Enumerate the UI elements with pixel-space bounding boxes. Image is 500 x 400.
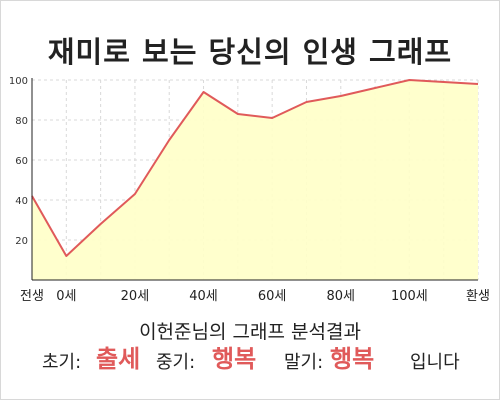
- late-label: 말기:: [284, 352, 324, 373]
- summary-suffix: 입니다: [410, 352, 460, 373]
- y-tick-label: 80: [15, 116, 28, 127]
- y-tick-label: 100: [9, 76, 28, 87]
- chart-title: 재미로 보는 당신의 인생 그래프: [47, 35, 453, 69]
- series-line: [31, 79, 479, 257]
- area-layer: [31, 79, 479, 280]
- x-axis-ticks: 전생 0세 20세 40세 60세 80세 100세 환생: [20, 289, 490, 304]
- y-axis-ticks: 20 40 60 80 100: [9, 76, 28, 247]
- analysis-title: 이헌준님의 그래프 분석결과: [139, 321, 361, 343]
- x-tick-label: 0세: [56, 289, 76, 304]
- middle-label: 중기:: [156, 352, 196, 373]
- x-tick-label: 60세: [258, 289, 287, 304]
- y-tick-label: 20: [15, 236, 28, 247]
- x-tick-label: 환생: [466, 289, 490, 304]
- x-tick-label: 80세: [327, 289, 356, 304]
- early-label: 초기:: [42, 352, 82, 373]
- x-tick-label: 100세: [391, 289, 428, 304]
- x-tick-label: 40세: [189, 289, 218, 304]
- y-tick-label: 60: [15, 156, 28, 167]
- axes: [31, 78, 478, 281]
- middle-value: 행복: [212, 345, 257, 373]
- x-tick-label: 20세: [121, 289, 150, 304]
- y-tick-label: 40: [15, 196, 28, 207]
- late-value: 행복: [330, 345, 375, 373]
- area-fill: [32, 80, 478, 280]
- x-tick-label: 전생: [20, 289, 44, 304]
- early-value: 출세: [96, 345, 141, 373]
